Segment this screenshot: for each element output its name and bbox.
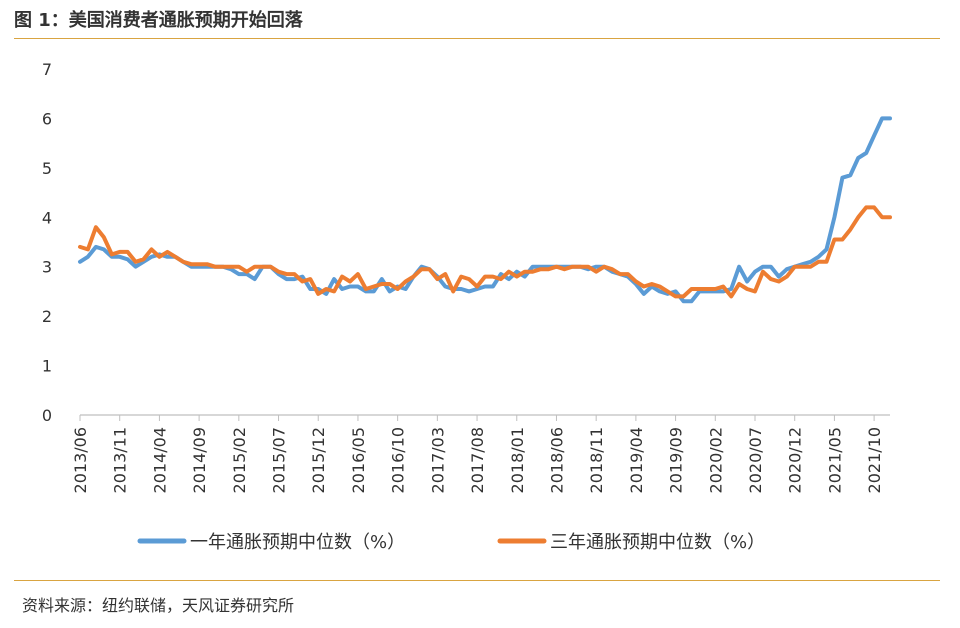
x-tick-label: 2021/10 <box>865 427 884 493</box>
page-title: 图 1：美国消费者通胀预期开始回落 <box>14 10 303 31</box>
x-tick-label: 2018/11 <box>587 427 606 493</box>
legend-label-1: 一年通胀预期中位数（%） <box>190 532 405 553</box>
x-tick-label: 2019/04 <box>627 427 646 493</box>
x-tick-label: 2020/02 <box>706 427 725 493</box>
x-tick-label: 2013/11 <box>111 427 130 493</box>
footer-divider <box>14 580 940 581</box>
x-tick-label: 2020/12 <box>786 427 805 493</box>
source-note: 资料来源：纽约联储，天风证券研究所 <box>22 596 295 615</box>
legend: 一年通胀预期中位数（%） 三年通胀预期中位数（%） <box>137 532 765 553</box>
y-tick-label: 0 <box>42 406 52 425</box>
x-tick-label: 2015/07 <box>270 427 289 493</box>
series-line-1 <box>78 116 892 304</box>
series-line-2 <box>78 205 892 299</box>
x-tick-label: 2014/04 <box>150 427 169 493</box>
x-tick-label: 2015/12 <box>309 427 328 493</box>
x-tick-label: 2018/06 <box>547 427 566 493</box>
x-tick-label: 2019/09 <box>667 427 686 493</box>
x-tick-label: 2018/01 <box>508 427 527 493</box>
x-tick-label: 2013/06 <box>71 427 90 493</box>
y-tick-label: 5 <box>42 159 52 178</box>
x-tick-label: 2016/10 <box>389 427 408 493</box>
series-layer <box>78 116 892 304</box>
x-tick-label: 2021/05 <box>825 427 844 493</box>
x-tick-label: 2015/02 <box>230 427 249 493</box>
legend-label-2: 三年通胀预期中位数（%） <box>550 532 765 553</box>
title-divider <box>14 38 940 39</box>
x-tick-label: 2016/05 <box>349 427 368 493</box>
x-tick-label: 2014/09 <box>190 427 209 493</box>
y-axis: 0 1 2 3 4 5 6 7 <box>42 60 52 425</box>
y-tick-label: 2 <box>42 307 52 326</box>
y-tick-label: 3 <box>42 258 52 277</box>
x-tick-label: 2017/03 <box>428 427 447 493</box>
x-tick-label: 2020/07 <box>746 427 765 493</box>
y-tick-label: 1 <box>42 357 52 376</box>
x-axis: 2013/06 2013/11 2014/04 2014/09 2015/02 2015/… <box>71 414 890 493</box>
y-tick-label: 6 <box>42 109 52 128</box>
x-tick-label: 2017/08 <box>468 427 487 493</box>
y-tick-label: 7 <box>42 60 52 79</box>
y-tick-label: 4 <box>42 208 52 227</box>
